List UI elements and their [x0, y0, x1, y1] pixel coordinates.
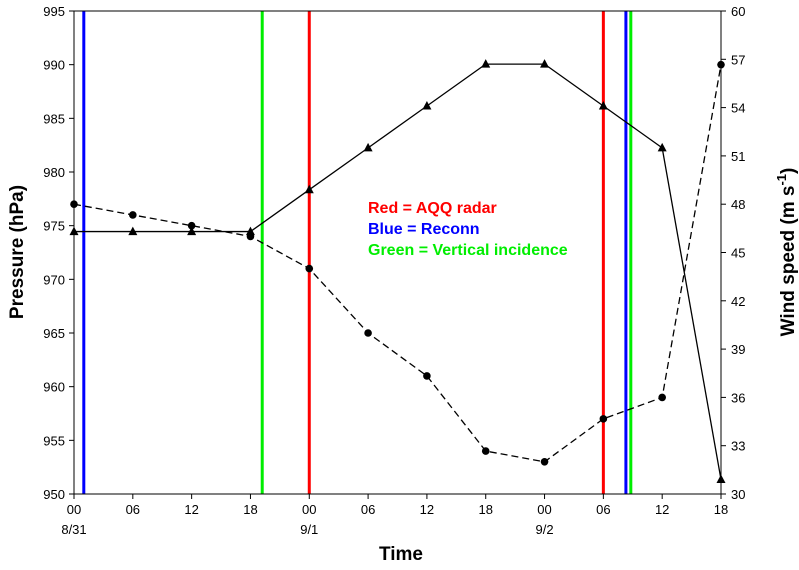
series-1-point	[69, 226, 79, 236]
annotation-red: Red = AQQ radar	[368, 200, 497, 217]
y-axis-right-title: Wind speed (m s-1)	[774, 168, 799, 337]
y-axis-left-title: Pressure (hPa)	[7, 185, 28, 319]
x-tick-label: 06	[126, 502, 140, 517]
series-0-point	[70, 200, 78, 208]
y-right-tick-label: 54	[731, 101, 745, 116]
series-1-point	[304, 184, 314, 194]
series-1-point	[128, 226, 138, 236]
x-tick-label: 12	[655, 502, 669, 517]
y-axis-right-title-superscript: -1	[774, 174, 789, 186]
series-0-point	[423, 372, 431, 380]
y-right-tick-label: 36	[731, 390, 745, 405]
y-right-tick-label: 30	[731, 487, 745, 502]
x-tick-label: 18	[243, 502, 257, 517]
y-right-tick-label: 45	[731, 246, 745, 261]
y-left-tick-label: 995	[43, 4, 65, 19]
series-1-line	[74, 63, 722, 480]
y-left-tick-label: 975	[43, 219, 65, 234]
y-right-tick-label: 48	[731, 197, 745, 212]
x-tick-label: 12	[420, 502, 434, 517]
series-1-point	[187, 226, 197, 236]
y-left-tick-label: 985	[43, 111, 65, 126]
series-0-point	[364, 329, 372, 337]
y-left-tick-label: 970	[43, 272, 65, 287]
series-1-point	[363, 142, 373, 152]
y-left-tick-label: 955	[43, 433, 65, 448]
event-lines	[82, 11, 633, 494]
series-1-point	[657, 142, 667, 152]
series-0-point	[481, 447, 490, 455]
series-0-point	[305, 264, 314, 273]
x-date-label: 8/31	[61, 522, 86, 537]
y-right-tick-label: 60	[731, 4, 745, 19]
y-axis-right-title-main: Wind speed (m s	[778, 186, 799, 337]
series-1-point	[598, 100, 608, 110]
legend-annotation: Red = AQQ radar Blue = Reconn Green = Ve…	[368, 200, 568, 259]
annotation-green: Green = Vertical incidence	[368, 242, 568, 259]
series-0-point	[599, 415, 608, 423]
series-0-point	[540, 458, 549, 466]
series-0-line	[73, 64, 722, 463]
y-right-tick-label: 33	[731, 439, 745, 454]
series-0-point	[658, 393, 666, 402]
series-0-point	[129, 211, 137, 219]
y-right-tick-label: 42	[731, 294, 745, 309]
x-tick-label: 06	[361, 502, 375, 517]
series-0-point	[717, 60, 725, 69]
y-right-tick-label: 57	[731, 52, 745, 67]
x-tick-label: 12	[184, 502, 198, 517]
axes-group: 950 955 960 965 970 975 980 985 990 995 30 33 36 39 42…	[43, 4, 745, 537]
x-tick-label: 18	[714, 502, 728, 517]
series-1-point	[422, 100, 432, 110]
x-date-label: 9/2	[536, 522, 554, 537]
y-left-tick-label: 965	[43, 326, 65, 341]
y-right-tick-label: 51	[731, 149, 745, 164]
x-tick-label: 18	[478, 502, 492, 517]
x-tick-label: 06	[596, 502, 610, 517]
series-1-point	[540, 59, 550, 68]
y-left-tick-label: 960	[43, 380, 65, 395]
series-0-point	[187, 221, 196, 230]
series-1-point	[481, 59, 491, 68]
x-tick-label: 00	[537, 502, 551, 517]
y-right-tick-label: 39	[731, 342, 745, 357]
series-1-point	[716, 474, 726, 484]
x-axis-title: Time	[379, 544, 423, 565]
x-tick-label: 00	[67, 502, 81, 517]
annotation-blue: Blue = Reconn	[368, 221, 480, 238]
x-date-label: 9/1	[300, 522, 318, 537]
series-group	[69, 59, 726, 484]
y-axis-right-title-close: )	[778, 168, 799, 174]
y-left-tick-label: 990	[43, 58, 65, 73]
y-left-tick-label: 950	[43, 487, 65, 502]
series-1-point	[245, 226, 255, 236]
y-left-tick-label: 980	[43, 165, 65, 180]
x-tick-label: 00	[302, 502, 316, 517]
